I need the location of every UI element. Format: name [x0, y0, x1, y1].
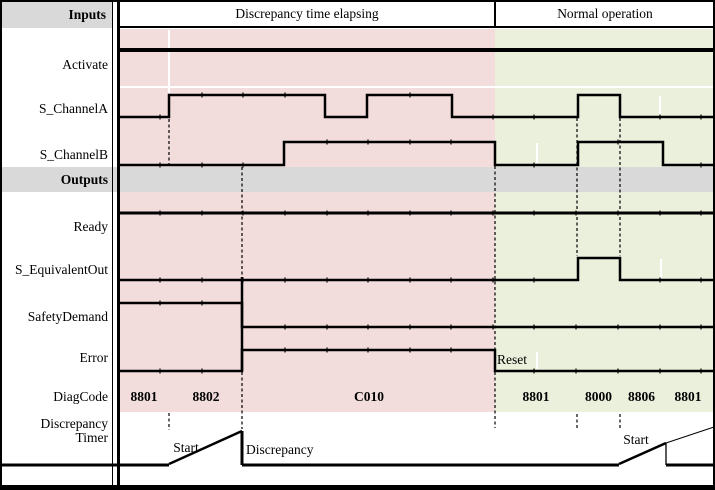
- region-header-discrepancy-time-elapsing: Discrepancy time elapsing: [119, 2, 495, 26]
- outputs-section-label: Outputs: [60, 171, 108, 187]
- outputs-section-band: [2, 167, 713, 192]
- normal-region-background: [495, 29, 713, 412]
- waveform-s_channelb: [119, 140, 713, 167]
- waveform-s_channela: [119, 93, 713, 119]
- region-header-normal-operation: Normal operation: [497, 2, 713, 26]
- region-header-discrepancy-label: Discrepancy time elapsing: [235, 6, 379, 21]
- waveform-safetydemand: [119, 301, 713, 329]
- region-header-normal-label: Normal operation: [557, 6, 653, 21]
- discrepancy-region-background: [119, 29, 495, 412]
- waveform-s_equivalentout: [119, 256, 713, 282]
- waveform-error: [119, 348, 713, 373]
- outputs-section-header: Outputs: [2, 168, 108, 191]
- inputs-section-header: Inputs: [2, 2, 112, 28]
- inputs-section-label: Inputs: [68, 7, 106, 22]
- row-separator: [119, 86, 713, 88]
